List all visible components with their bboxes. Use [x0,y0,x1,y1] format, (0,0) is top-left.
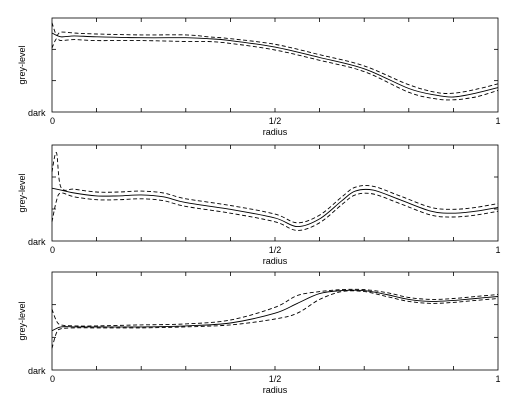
series-dashed-line-1 [51,22,499,94]
series-dashed-line-1 [51,152,499,224]
x-tick-label-0: 0 [50,116,55,126]
x-tick-label-half: 1/2 [269,245,282,255]
x-axis-label: radius [263,127,288,137]
x-tick-label-0: 0 [50,245,55,255]
x-tick-label-half: 1/2 [269,116,282,126]
y-tick-label-dark: dark [28,237,46,247]
series-solid-line-0 [51,187,499,228]
series-dashed-line-1 [51,288,499,327]
curves [51,152,499,231]
y-axis-label: grey-level [17,45,27,84]
x-axis-label: radius [263,385,288,395]
x-tick-label-0: 0 [50,374,55,384]
series-dashed-line-2 [51,192,499,231]
x-axis-label: radius [263,256,288,266]
x-tick-label-half: 1/2 [269,374,282,384]
y-axis-label: grey-level [17,301,27,340]
panel-2: dark 0 1/2 1 radius grey-level [17,144,501,266]
panel-1: dark 0 1/2 1 radius grey-level [17,17,501,137]
series-dashed-line-2 [51,37,499,101]
plot-frame [51,17,499,113]
y-tick-label-dark: dark [28,366,46,376]
plot-frame [51,144,499,242]
plot-frame [51,271,499,371]
panel-3: dark 0 1/2 1 radius grey-level [17,271,501,395]
axis-ticks [52,272,498,370]
y-axis-label: grey-level [17,173,27,212]
curves [51,22,499,101]
y-tick-label-dark: dark [28,108,46,118]
x-tick-label-1: 1 [495,245,500,255]
axis-ticks [52,18,498,112]
axis-ticks [52,145,498,241]
x-tick-label-1: 1 [495,116,500,126]
curves [51,288,499,349]
series-dashed-line-2 [51,290,499,349]
series-solid-line-0 [51,32,499,98]
x-tick-label-1: 1 [495,374,500,384]
series-solid-line-0 [51,289,499,332]
